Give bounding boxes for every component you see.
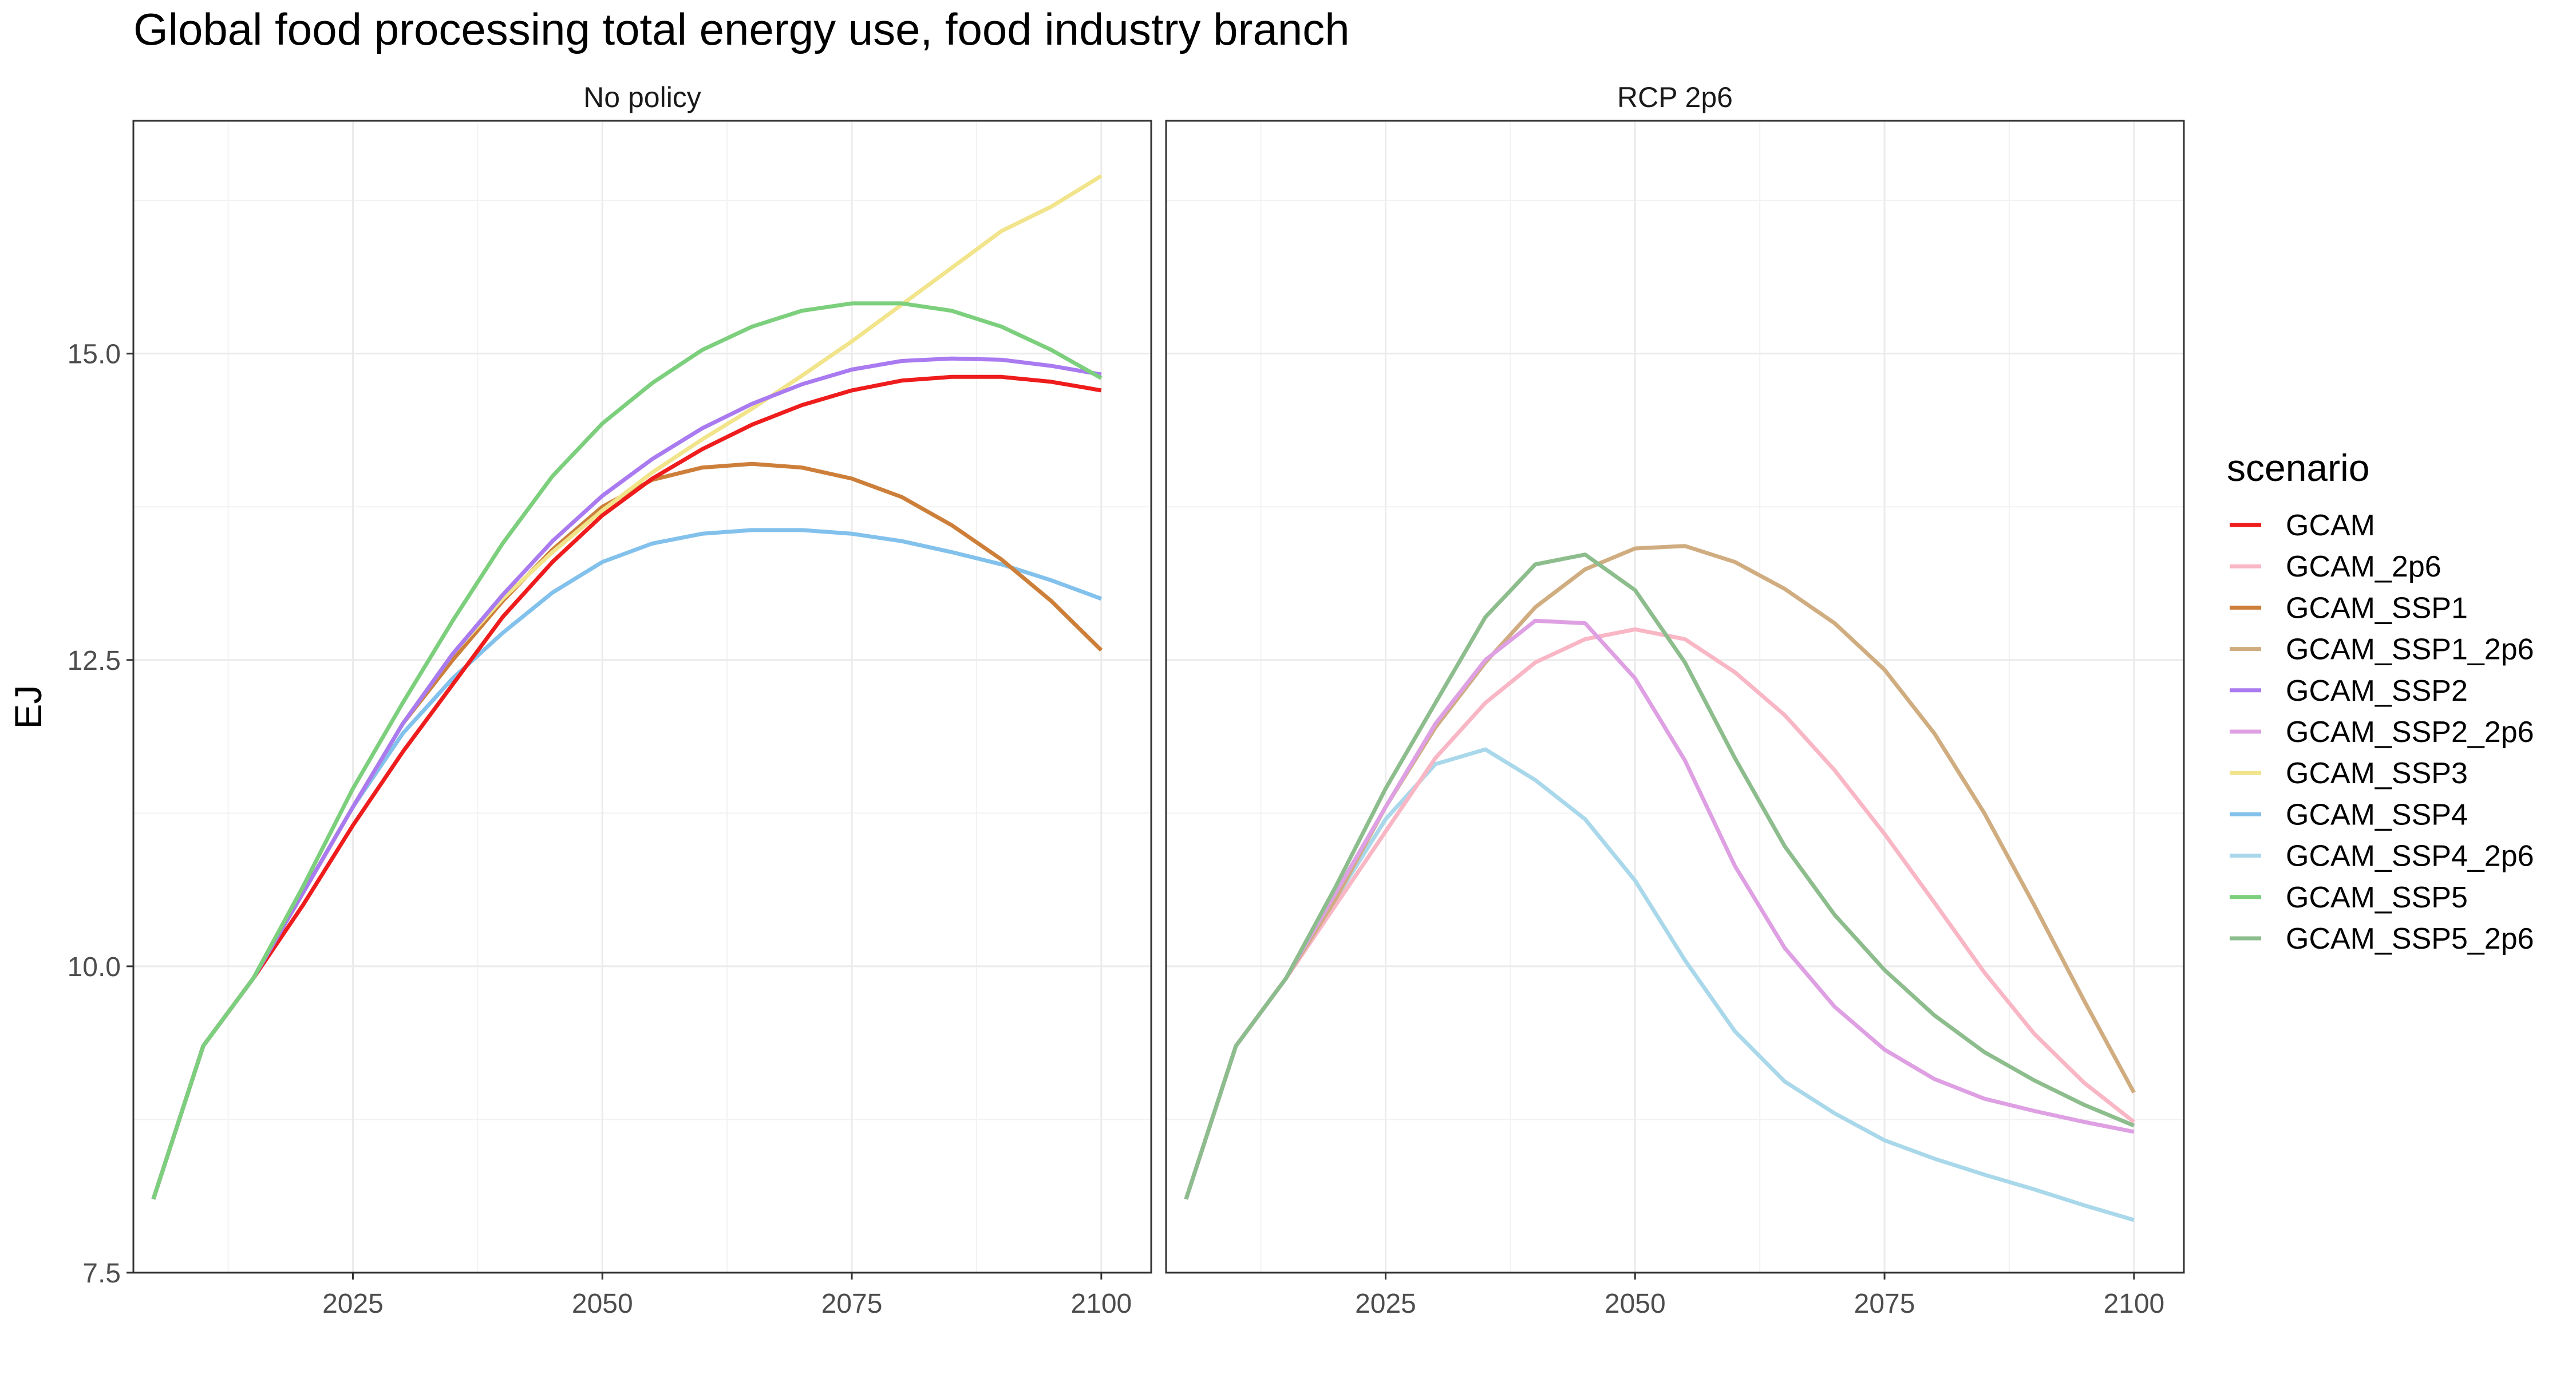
legend-label: GCAM_SSP3 [2286,757,2468,790]
series-line-gcam-2p6 [1184,627,2135,1200]
y-axis-title: EJ [7,685,49,729]
facet-panel-1: RCP 2p6 2025 2050 2075 2100 [1165,81,2185,1319]
series-lines [1184,544,2136,1222]
legend-item: GCAM [2230,509,2375,542]
panel-border [1165,120,2185,1274]
legend-label: GCAM_SSP2_2p6 [2286,716,2534,749]
series-line-gcam-ssp2 [151,356,1102,1200]
series-line-gcam [151,374,1102,1200]
y-tick-label: 7.5 [82,1258,121,1289]
legend-item: GCAM_2p6 [2230,550,2441,583]
y-tick-label: 12.5 [68,646,121,676]
legend-label: GCAM [2286,509,2375,542]
legend-label: GCAM_SSP5_2p6 [2286,922,2534,956]
legend-label: GCAM_SSP1 [2286,591,2468,625]
series-line-gcam-ssp1-2p6 [1184,544,2136,1200]
facet-panel-0: No policy 2025 2050 2075 2100 7.5 10.0 12.5 15.0 [68,81,1152,1319]
series-line-gcam-ssp2-2p6 [1184,618,2135,1200]
legend-label: GCAM_SSP4 [2286,798,2468,831]
legend-item: GCAM_SSP1 [2230,591,2468,625]
panel-background [1166,121,2184,1273]
legend-item: GCAM_SSP4 [2230,798,2468,831]
x-tick-label: 2075 [821,1289,883,1319]
legend-item: GCAM_SSP5 [2230,881,2468,914]
x-tick-label: 2075 [1854,1289,1915,1319]
y-axis: 7.5 10.0 12.5 15.0 [68,339,133,1289]
legend-label: GCAM_2p6 [2286,550,2441,583]
legend-label: GCAM_SSP1_2p6 [2286,633,2534,666]
y-tick-label: 10.0 [68,952,121,982]
series-line-gcam-ssp5-2p6 [1184,552,2135,1200]
series-line-gcam-ssp5 [151,301,1103,1200]
legend-item: GCAM_SSP5_2p6 [2230,922,2534,956]
chart-title: Global food processing total energy use,… [133,4,1350,54]
panel-border [132,120,1152,1274]
series-lines [151,174,1103,1200]
legend-label: GCAM_SSP2 [2286,674,2468,708]
legend-label: GCAM_SSP5 [2286,881,2468,914]
legend-title: scenario [2227,447,2369,489]
facet-strip-label: RCP 2p6 [1617,81,1733,113]
legend-item: GCAM_SSP4_2p6 [2230,840,2534,873]
legend-item: GCAM_SSP3 [2230,757,2468,790]
facet-panels: No policy 2025 2050 2075 2100 7.5 10.0 12.5 15.0… [68,81,2185,1319]
x-tick-label: 2100 [1070,1289,1132,1319]
facet-strip-label: No policy [583,81,701,113]
x-tick-label: 2100 [2103,1289,2164,1319]
x-axis: 2025 2050 2075 2100 [322,1273,1132,1319]
x-axis: 2025 2050 2075 2100 [1355,1273,2164,1319]
legend-items: GCAM GCAM_2p6 GCAM_SSP1 GCAM_SSP1_2p6 GCAM_S… [2230,509,2534,956]
panel-background [133,121,1151,1273]
x-tick-label: 2050 [572,1289,633,1319]
legend-item: GCAM_SSP2_2p6 [2230,716,2534,749]
grid-lines [133,121,1151,1274]
legend-label: GCAM_SSP4_2p6 [2286,840,2534,873]
legend: scenario GCAM GCAM_2p6 GCAM_SSP1 GCAM_SSP1_… [2227,447,2534,956]
x-tick-label: 2025 [1355,1289,1416,1319]
legend-item: GCAM_SSP2 [2230,674,2468,708]
x-tick-label: 2050 [1605,1289,1666,1319]
legend-item: GCAM_SSP1_2p6 [2230,633,2534,666]
x-tick-label: 2025 [322,1289,384,1319]
y-tick-label: 15.0 [68,339,121,370]
